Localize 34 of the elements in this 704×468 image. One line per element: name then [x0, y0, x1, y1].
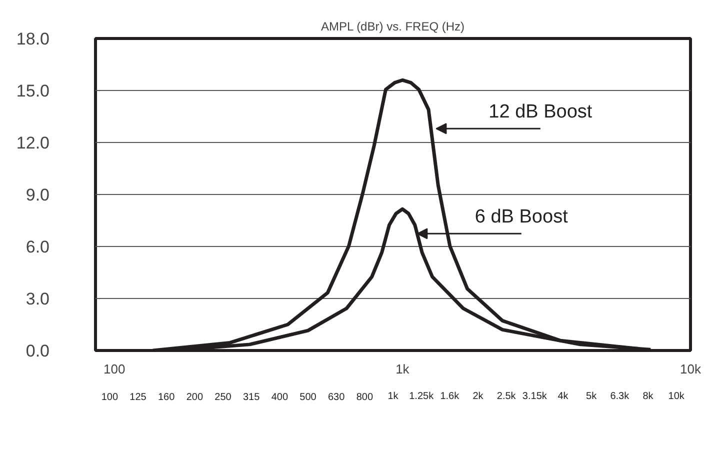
x-tick-label: 100: [104, 362, 126, 376]
y-tick-label: 6.0: [26, 238, 50, 256]
y-tick-label: 9.0: [26, 186, 50, 204]
text: 200: [186, 392, 204, 403]
text: 10k: [668, 391, 686, 402]
text: 630: [328, 392, 346, 403]
text: 250: [214, 392, 232, 403]
text: 500: [300, 392, 317, 403]
y-tick-label: 15.0: [16, 82, 50, 100]
text: 5k: [586, 391, 598, 402]
text: 315: [242, 392, 260, 403]
chart-title: AMPL (dBr) vs. FREQ (Hz): [320, 20, 465, 34]
text: 8k: [642, 391, 654, 402]
y-tick-label: 3.0: [26, 290, 50, 308]
text: 1.25k: [409, 391, 435, 402]
x-tick-label: 1k: [396, 362, 410, 376]
text: 2k: [472, 391, 484, 402]
text: 125: [130, 392, 147, 403]
text: 100: [101, 392, 118, 403]
y-tick-label: 0.0: [26, 342, 50, 360]
text: 2.5k: [496, 391, 517, 402]
text: 4k: [558, 391, 570, 402]
text: 800: [356, 392, 374, 403]
text: 1.6k: [440, 391, 460, 402]
text: 6.3k: [610, 391, 630, 402]
text: 400: [271, 392, 288, 403]
x-tick-label: 10k: [680, 362, 702, 376]
annotation: 6 dB Boost: [474, 206, 569, 228]
y-tick-label: 12.0: [16, 134, 50, 152]
annotation: 12 dB Boost: [488, 102, 593, 123]
text: 1k: [388, 391, 400, 402]
text: 160: [158, 392, 176, 403]
y-tick-label: 18.0: [16, 30, 50, 48]
text: 3.15k: [522, 391, 548, 402]
